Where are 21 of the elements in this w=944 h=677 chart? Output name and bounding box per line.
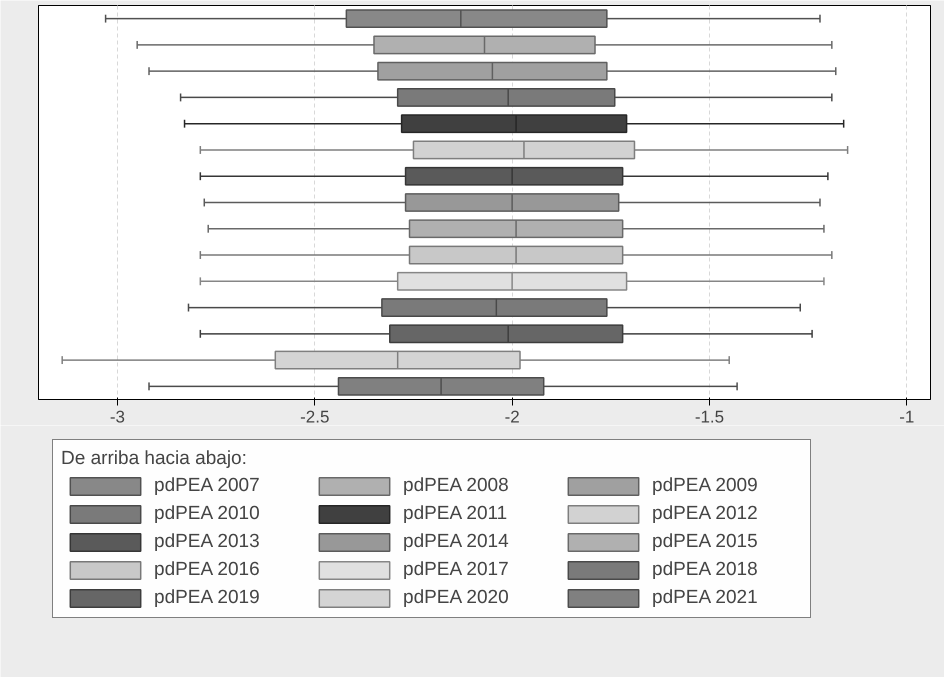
x-tick-label: -1 [899,408,914,426]
x-tick-label: -3 [110,408,126,426]
legend-label: pdPEA 2018 [652,559,759,581]
x-tick-label: -2.5 [300,408,330,426]
legend-label: pdPEA 2009 [652,475,759,497]
x-tick-label: -1.5 [694,408,724,426]
legend-label: pdPEA 2014 [403,531,510,553]
legend-label: pdPEA 2019 [154,587,261,609]
legend-label: pdPEA 2011 [403,503,508,525]
legend-title: De arriba hacia abajo: [61,448,248,470]
legend-label: pdPEA 2020 [403,587,510,609]
legend-label: pdPEA 2007 [154,475,261,497]
legend-label: pdPEA 2016 [154,559,261,581]
legend-label: pdPEA 2021 [652,587,759,609]
legend-label: pdPEA 2015 [652,531,759,553]
legend-label: pdPEA 2010 [154,503,261,525]
legend-label: pdPEA 2017 [403,559,510,581]
legend-label: pdPEA 2013 [154,531,261,553]
x-tick-label: -2 [504,408,520,426]
legend-label: pdPEA 2012 [652,503,759,525]
legend-label: pdPEA 2008 [403,475,510,497]
